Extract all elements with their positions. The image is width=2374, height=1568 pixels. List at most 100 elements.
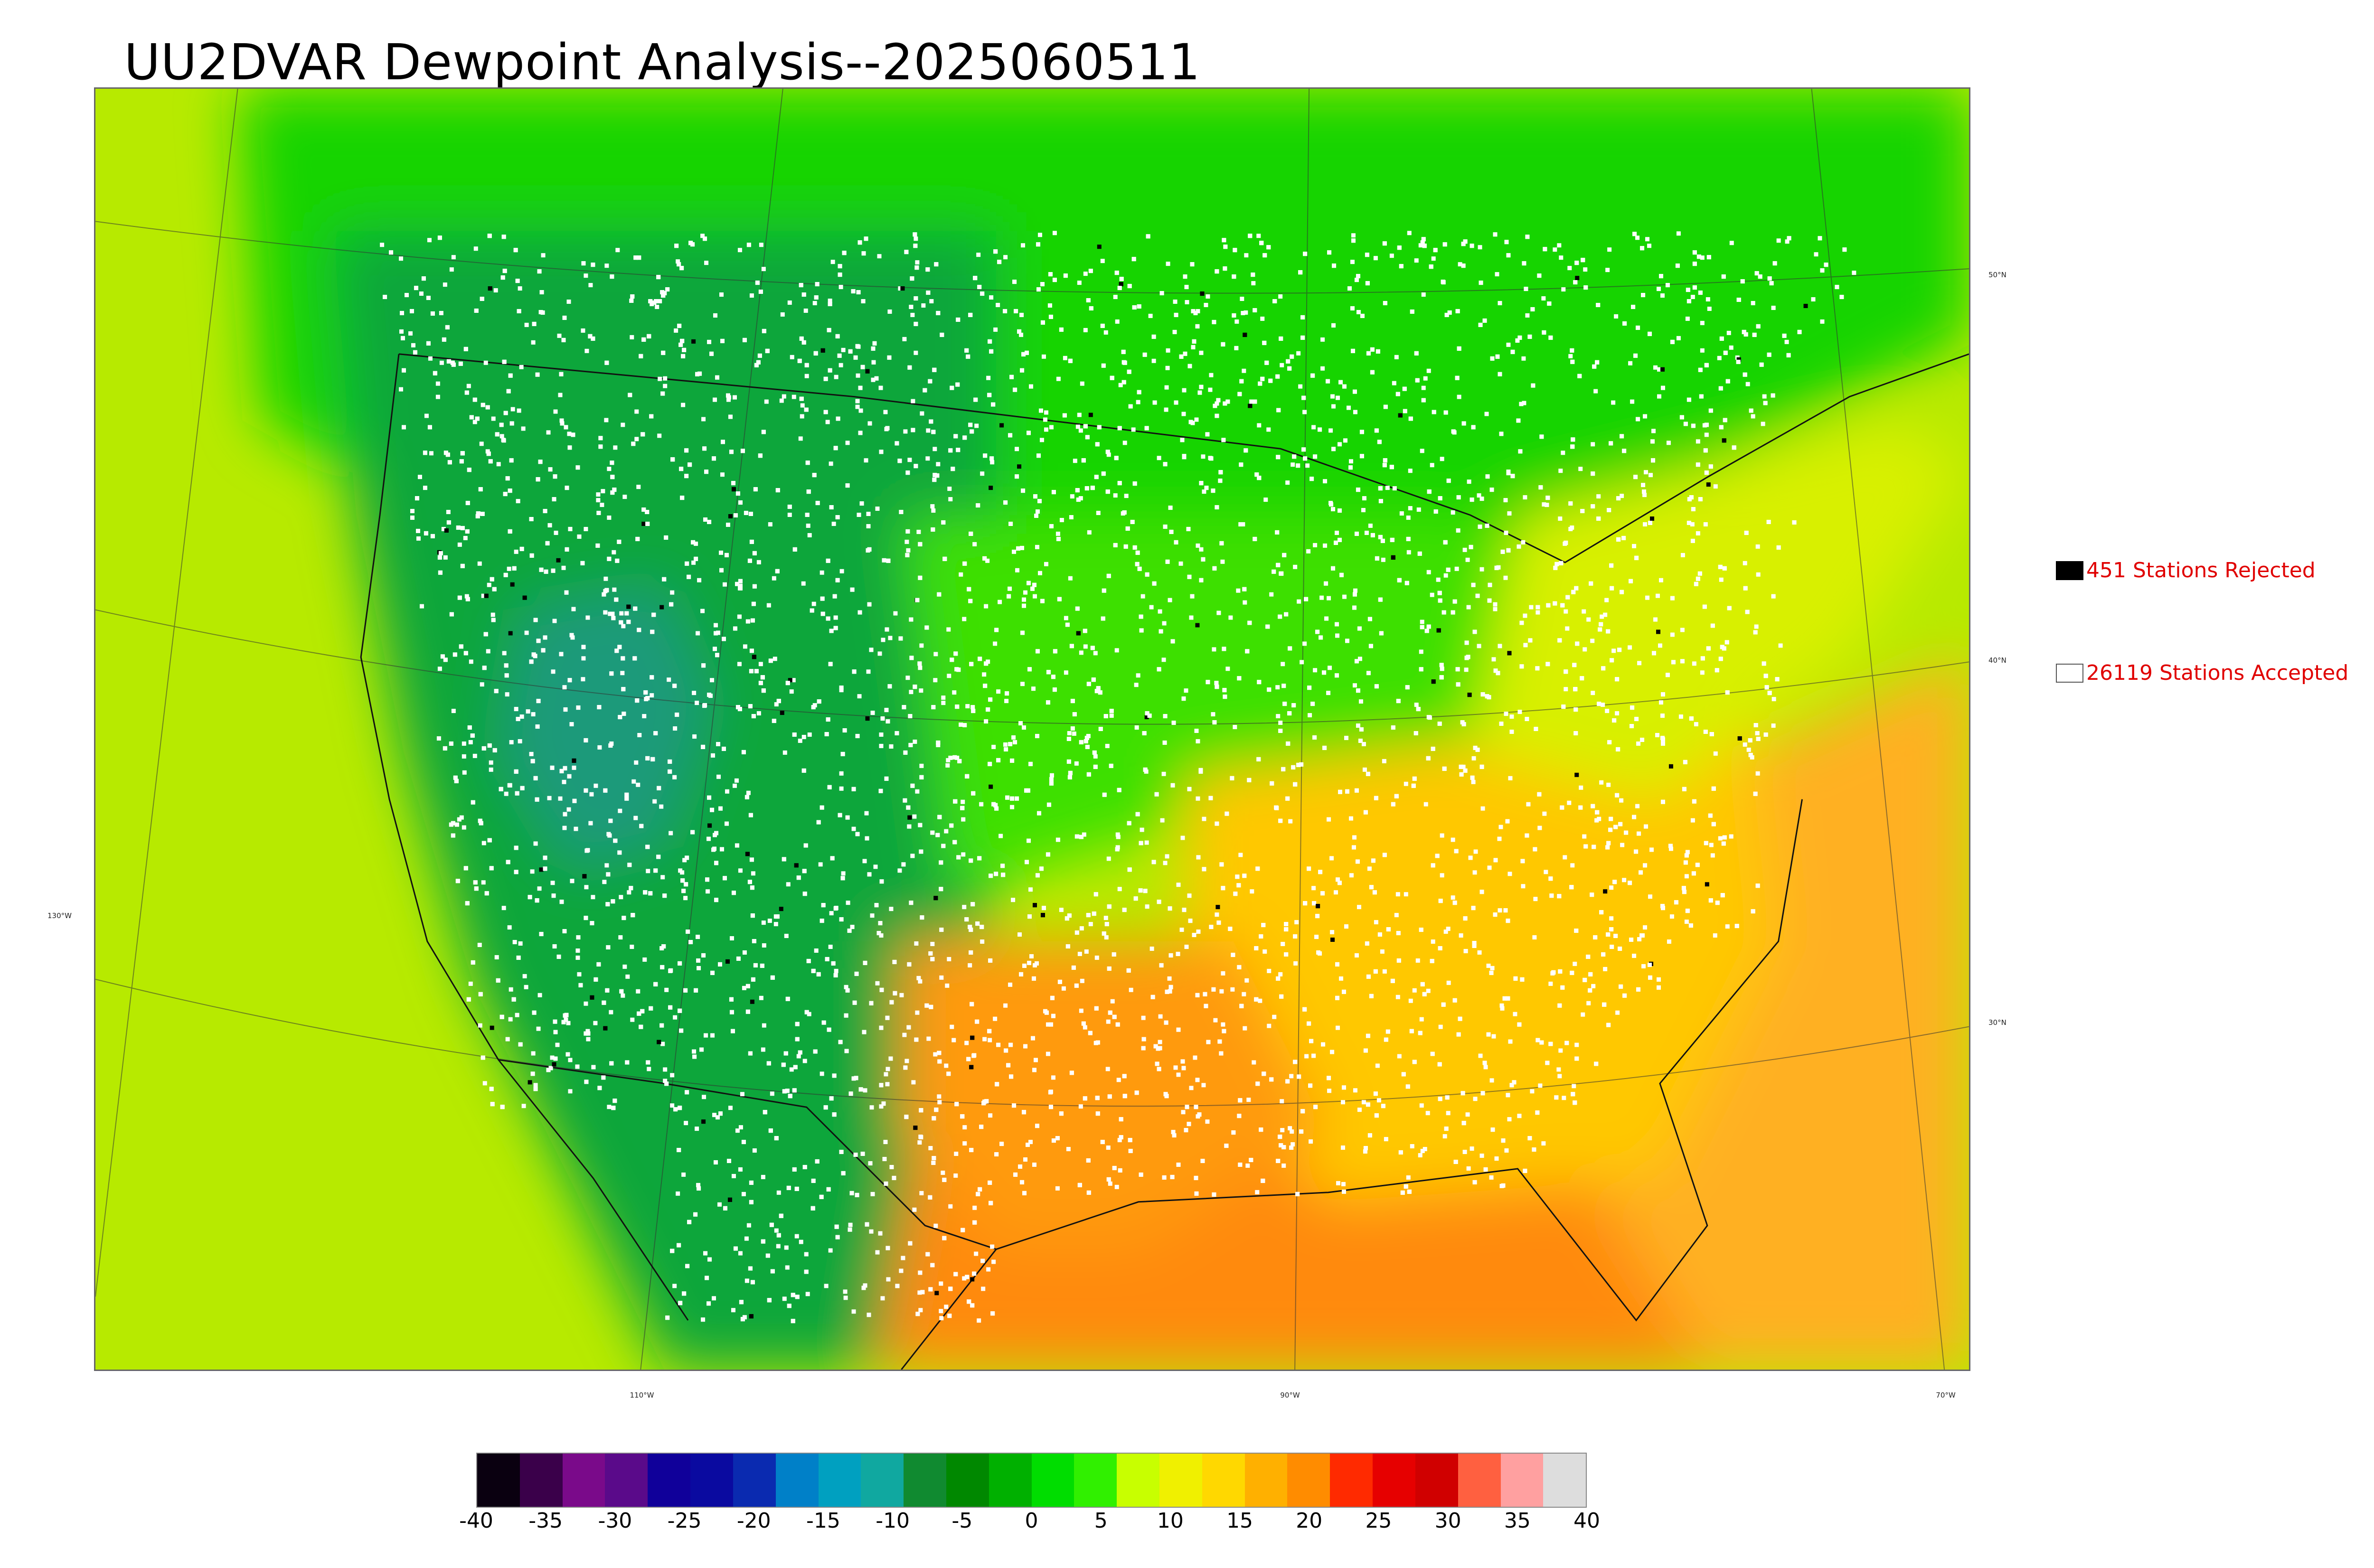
- accepted-station-marker: [1559, 255, 1564, 260]
- accepted-station-marker: [700, 609, 705, 613]
- accepted-station-marker: [752, 584, 757, 589]
- accepted-station-marker: [753, 963, 758, 967]
- rejected-station-marker: [556, 558, 561, 563]
- accepted-station-marker: [1454, 849, 1459, 854]
- accepted-station-marker: [1211, 488, 1215, 493]
- accepted-station-marker: [475, 514, 480, 518]
- accepted-station-marker: [988, 339, 992, 344]
- accepted-station-marker: [906, 1025, 911, 1030]
- accepted-station-marker: [1685, 316, 1690, 321]
- accepted-station-marker: [1102, 931, 1106, 936]
- accepted-station-marker: [752, 1148, 757, 1153]
- field-northeast: [1470, 420, 1969, 799]
- accepted-station-marker: [1051, 675, 1055, 679]
- accepted-station-marker: [1253, 308, 1257, 312]
- accepted-station-marker: [1596, 494, 1601, 499]
- rejected-station-marker: [701, 1119, 706, 1124]
- accepted-station-marker: [820, 596, 825, 601]
- accepted-station-marker: [1300, 660, 1304, 665]
- accepted-station-marker: [631, 441, 636, 446]
- accepted-station-marker: [1344, 735, 1348, 740]
- accepted-station-marker: [419, 291, 424, 296]
- accepted-station-marker: [1104, 935, 1109, 940]
- accepted-station-marker: [611, 899, 615, 904]
- accepted-station-marker: [1536, 610, 1540, 615]
- accepted-station-marker: [696, 935, 700, 939]
- accepted-station-marker: [828, 944, 833, 949]
- accepted-station-marker: [629, 299, 634, 303]
- accepted-station-marker: [1194, 417, 1199, 422]
- accepted-station-marker: [1494, 1156, 1499, 1161]
- accepted-station-marker: [1722, 835, 1727, 840]
- accepted-station-marker: [892, 959, 897, 964]
- accepted-station-marker: [756, 560, 761, 564]
- accepted-station-marker: [1772, 261, 1777, 266]
- accepted-station-marker: [1258, 998, 1262, 1003]
- accepted-station-marker: [1472, 943, 1477, 948]
- accepted-station-marker: [1004, 747, 1008, 751]
- accepted-station-marker: [1660, 714, 1665, 718]
- accepted-station-marker: [857, 694, 862, 699]
- accepted-station-marker: [1157, 900, 1161, 904]
- accepted-station-marker: [399, 329, 404, 334]
- accepted-station-marker: [1106, 452, 1111, 457]
- accepted-station-marker: [1354, 953, 1359, 958]
- accepted-station-marker: [696, 1183, 701, 1187]
- accepted-station-marker: [636, 989, 641, 994]
- accepted-station-marker: [748, 813, 753, 817]
- accepted-station-marker: [1395, 995, 1400, 999]
- accepted-station-marker: [1477, 644, 1481, 648]
- accepted-station-marker: [1539, 434, 1544, 439]
- accepted-station-marker: [1022, 603, 1027, 608]
- accepted-station-marker: [1420, 449, 1424, 453]
- accepted-station-marker: [1512, 1080, 1517, 1085]
- accepted-station-marker: [1318, 427, 1322, 432]
- accepted-station-marker: [823, 376, 828, 381]
- accepted-station-marker: [1201, 557, 1206, 562]
- accepted-station-marker: [1128, 1138, 1132, 1143]
- accepted-station-marker: [848, 1091, 853, 1096]
- accepted-station-marker: [1542, 330, 1546, 335]
- accepted-station-marker: [1379, 631, 1384, 636]
- accepted-station-marker: [994, 872, 999, 876]
- rejected-station-marker: [510, 582, 515, 587]
- accepted-station-marker: [1484, 412, 1489, 416]
- accepted-station-marker: [989, 456, 994, 461]
- accepted-station-marker: [661, 350, 666, 355]
- accepted-station-marker: [1306, 549, 1311, 554]
- accepted-station-marker: [601, 489, 605, 494]
- accepted-station-marker: [883, 1140, 888, 1145]
- accepted-station-marker: [707, 795, 712, 800]
- accepted-station-marker: [1486, 1032, 1491, 1037]
- accepted-station-marker: [1564, 687, 1568, 692]
- accepted-station-marker: [1696, 576, 1700, 581]
- accepted-station-marker: [917, 1290, 922, 1295]
- accepted-station-marker: [803, 308, 808, 313]
- accepted-station-marker: [1620, 494, 1624, 498]
- accepted-station-marker: [489, 866, 494, 871]
- accepted-station-marker: [1658, 578, 1663, 582]
- accepted-station-marker: [443, 555, 448, 560]
- accepted-station-marker: [1352, 592, 1357, 597]
- accepted-station-marker: [1443, 573, 1448, 578]
- accepted-station-marker: [1792, 520, 1797, 525]
- accepted-station-marker: [926, 1036, 931, 1041]
- accepted-station-marker: [1568, 501, 1573, 506]
- accepted-station-marker: [1527, 334, 1532, 339]
- accepted-station-marker: [1288, 1126, 1292, 1131]
- accepted-station-marker: [1771, 723, 1776, 728]
- accepted-station-marker: [1583, 647, 1587, 652]
- gulf-coast: [901, 799, 1803, 1370]
- accepted-station-marker: [1743, 561, 1747, 565]
- accepted-station-marker: [965, 1275, 970, 1279]
- accepted-station-marker: [1683, 422, 1688, 426]
- accepted-station-marker: [954, 1102, 959, 1107]
- accepted-station-marker: [1473, 1097, 1478, 1101]
- rejected-station-marker: [788, 678, 792, 683]
- accepted-station-marker: [1718, 657, 1723, 661]
- accepted-station-marker: [1437, 722, 1442, 726]
- accepted-station-marker: [961, 1228, 965, 1232]
- accepted-station-marker: [687, 574, 691, 579]
- accepted-station-marker: [499, 423, 504, 427]
- accepted-station-marker: [843, 1289, 848, 1294]
